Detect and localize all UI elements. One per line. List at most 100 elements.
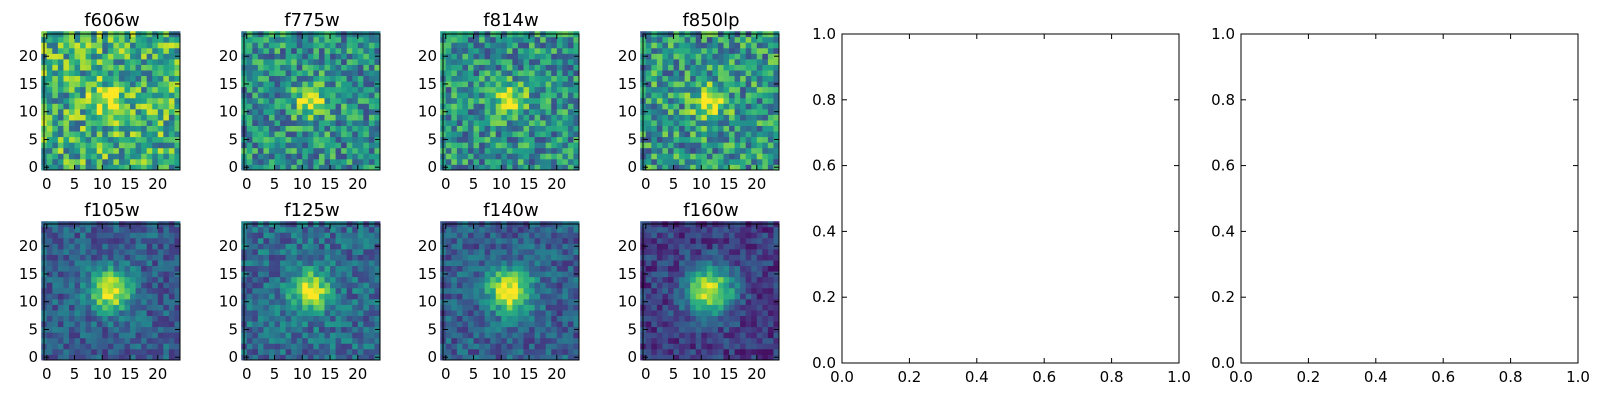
heatmap-cell: [135, 147, 142, 154]
heatmap-cell: [562, 343, 569, 350]
heatmap-cell: [102, 136, 109, 143]
heatmap-cell: [46, 298, 53, 305]
heatmap-cell: [551, 226, 558, 233]
heatmap-cell: [246, 125, 253, 132]
heatmap-cell: [252, 304, 259, 311]
heatmap-cell: [523, 92, 530, 99]
heatmap-cell: [667, 86, 674, 93]
heatmap-cell: [91, 147, 98, 154]
heatmap-cell: [651, 321, 658, 328]
heatmap-cell: [767, 114, 774, 121]
heatmap-cell: [445, 298, 452, 305]
heatmap-cell: [318, 120, 325, 126]
heatmap-cell: [57, 114, 64, 121]
heatmap-cell: [762, 298, 769, 305]
heatmap-cell: [495, 120, 502, 126]
heatmap-cell: [113, 42, 120, 49]
heatmap-cell: [124, 293, 131, 300]
heatmap-cell: [146, 243, 153, 250]
heatmap-cell: [124, 92, 131, 99]
heatmap-cell: [762, 287, 769, 294]
heatmap-cell: [695, 147, 702, 154]
heatmap-cell: [484, 58, 491, 65]
heatmap-cell: [124, 142, 131, 149]
heatmap-cell: [113, 293, 120, 300]
heatmap-cell: [479, 120, 486, 126]
heatmap-cell: [363, 142, 370, 149]
heatmap-cell: [107, 108, 114, 115]
heatmap-cell: [80, 42, 87, 49]
heatmap-cell: [517, 337, 524, 344]
heatmap-cell: [667, 315, 674, 322]
heatmap-cell: [307, 108, 314, 115]
heatmap-cell: [562, 254, 569, 261]
heatmap-cell: [330, 92, 336, 99]
heatmap-cell: [252, 86, 259, 93]
heatmap-cell: [285, 315, 292, 322]
heatmap-cell: [501, 304, 508, 311]
heatmap-cell: [118, 243, 125, 250]
heatmap-cell: [445, 108, 452, 115]
heatmap-cell: [368, 142, 375, 149]
heatmap-cell: [246, 271, 253, 278]
heatmap-cell: [341, 348, 348, 355]
heatmap-cell: [723, 298, 730, 305]
heatmap-cell: [562, 271, 569, 278]
heatmap-cell: [679, 315, 686, 322]
heatmap-cell: [68, 136, 75, 143]
heatmap-cell: [506, 53, 513, 60]
heatmap-cell: [751, 53, 758, 60]
heatmap-cell: [479, 64, 486, 71]
heatmap-cell: [302, 53, 309, 60]
heatmap-cell: [124, 81, 131, 88]
heatmap-cell: [152, 254, 159, 261]
heatmap-cell: [318, 237, 325, 244]
heatmap-cell: [357, 64, 364, 71]
heatmap-cell: [501, 136, 508, 143]
heatmap-cell: [296, 58, 303, 65]
heatmap-cell: [96, 103, 103, 110]
heatmap-cell: [152, 81, 159, 88]
heatmap-cell: [473, 337, 480, 344]
heatmap-cell: [484, 81, 491, 88]
heatmap-cell: [141, 348, 148, 355]
heatmap-cell: [263, 47, 270, 54]
heatmap-cell: [495, 310, 502, 316]
heatmap-cell: [712, 142, 719, 149]
heatmap-cell: [168, 237, 175, 244]
heatmap-cell: [130, 42, 136, 49]
heatmap-cell: [52, 108, 59, 115]
heatmap-cell: [113, 131, 120, 138]
heatmap-cell: [152, 158, 159, 165]
heatmap-cell: [495, 354, 502, 361]
heatmap-cell: [52, 158, 59, 165]
heatmap-cell: [729, 310, 735, 316]
heatmap-cell: [712, 108, 719, 115]
heatmap-cell: [773, 86, 780, 93]
heatmap-cell: [445, 120, 452, 126]
heatmap-cell: [174, 125, 181, 132]
heatmap-cell: [545, 114, 552, 121]
heatmap-cell: [662, 326, 669, 333]
heatmap-cell: [545, 315, 552, 322]
heatmap-cell: [341, 42, 348, 49]
heatmap-cell: [346, 97, 353, 104]
heatmap-cell: [124, 42, 131, 49]
heatmap-cell: [762, 47, 769, 54]
heatmap-cell: [168, 310, 175, 316]
heatmap-cell: [484, 271, 491, 278]
heatmap-cell: [684, 332, 691, 339]
heatmap-cell: [252, 348, 259, 355]
heatmap-cell: [695, 108, 702, 115]
heatmap-cell: [479, 293, 486, 300]
heatmap-cell: [484, 147, 491, 154]
heatmap-cell: [545, 47, 552, 54]
heatmap-cell: [717, 282, 724, 289]
heatmap-cell: [302, 120, 309, 126]
heatmap-cell: [130, 131, 136, 138]
heatmap-cell: [762, 108, 769, 115]
heatmap-cell: [479, 131, 486, 138]
heatmap-cell: [113, 120, 120, 126]
heatmap-cell: [352, 226, 359, 233]
heatmap-cell: [313, 42, 320, 49]
